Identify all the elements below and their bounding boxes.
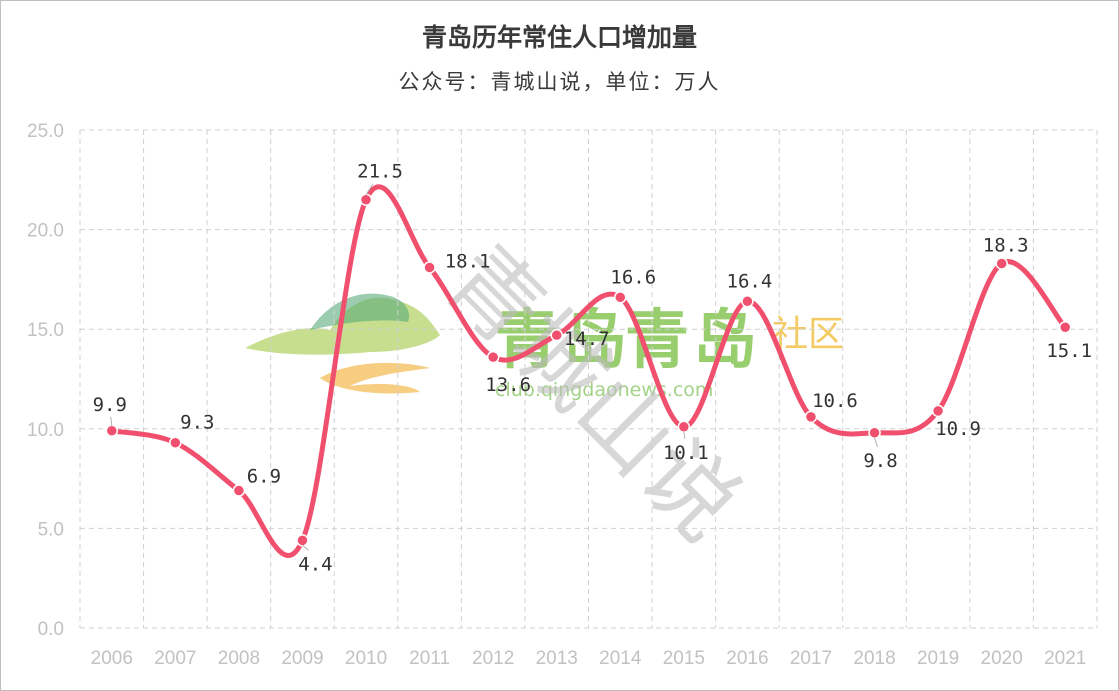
data-point [359,193,373,206]
data-label: 4.4 [298,553,332,575]
y-tick-label: 25.0 [27,121,64,142]
data-label-leader [302,544,310,551]
data-point [1058,320,1072,334]
data-label-leader [683,431,686,439]
data-label: 6.9 [247,466,281,488]
x-tick-label: 2014 [599,648,642,669]
x-tick-label: 2011 [409,648,450,669]
x-tick-label: 2015 [663,648,705,669]
watermark-logo-text: 青岛 [495,304,631,378]
data-point [232,484,246,497]
data-label-leader [365,183,374,195]
x-tick-label: 2020 [981,648,1023,669]
data-label: 9.9 [93,394,127,416]
data-label: 10.9 [935,418,981,440]
data-point [677,420,691,434]
data-label: 13.6 [485,374,531,396]
data-label: 16.4 [727,270,773,292]
data-label-leader [874,437,879,447]
data-label: 16.6 [610,266,656,288]
data-point [931,404,945,418]
data-point [105,424,119,438]
chart-title: 青岛历年常住人口增加量 [421,23,697,52]
data-label: 18.3 [983,234,1029,256]
series-line [109,184,1068,558]
y-tick-label: 10.0 [27,420,64,441]
data-label: 10.1 [663,442,709,464]
x-tick-label: 2008 [218,648,260,669]
data-point [486,350,500,364]
y-tick-label: 20.0 [27,221,64,242]
watermark-logo-suffix: 社区 [772,314,844,355]
data-point [868,426,881,440]
data-label: 15.1 [1046,340,1092,362]
data-label: 9.3 [180,412,214,434]
data-label: 9.8 [863,450,897,472]
data-label: 21.5 [357,161,403,183]
x-tick-label: 2017 [790,648,832,669]
y-tick-label: 5.0 [38,519,64,540]
data-point [995,257,1008,270]
data-point [614,291,627,304]
x-tick-label: 2021 [1044,648,1086,669]
axis-layer: 0.0 5.0 10.0 15.0 20.0 25.0 2006 2007 2008 2009 20… [27,121,1086,669]
data-label-leader [110,416,113,426]
y-tick-label: 15.0 [27,320,64,341]
data-point [169,436,182,449]
data-label: 10.6 [812,390,858,412]
data-point [423,261,436,274]
x-tick-label: 2007 [154,648,196,669]
watermark-logo-text-2: 青岛 [625,304,761,378]
data-point [550,328,563,342]
grid-layer [79,129,1098,629]
x-tick-label: 2009 [281,648,323,669]
x-tick-label: 2006 [91,648,133,669]
x-tick-label: 2019 [917,648,959,669]
label-layer: 9.9 9.3 6.9 4.4 21.5 18.1 13.6 14.7 16.6 10.1 16.4… [93,161,1092,576]
x-tick-label: 2018 [853,648,895,669]
x-tick-label: 2016 [726,648,768,669]
x-tick-label: 2013 [536,648,578,669]
x-tick-label: 2010 [345,648,387,669]
data-point [804,410,818,424]
data-point [296,534,309,547]
data-point [741,295,754,308]
data-label: 14.7 [564,328,610,350]
x-tick-label: 2012 [472,648,514,669]
y-tick-label: 0.0 [38,619,64,640]
chart-subtitle: 公众号：青城山说，单位：万人 [398,70,721,94]
data-label: 18.1 [445,250,491,272]
